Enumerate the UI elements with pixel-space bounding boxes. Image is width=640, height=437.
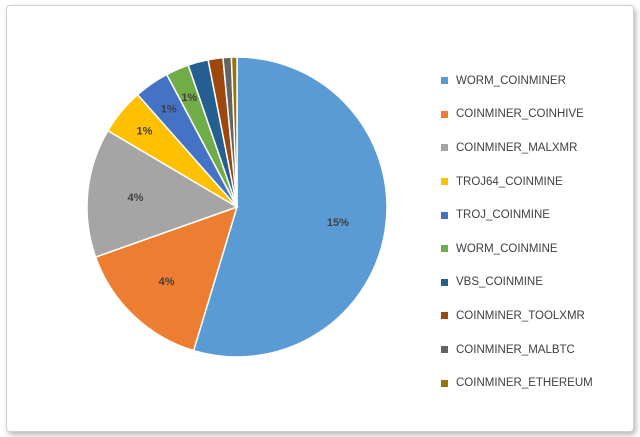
legend-swatch: [441, 346, 448, 354]
legend-item: VBS_COINMINE: [441, 266, 631, 300]
pie-slice-worm-coinminer: [192, 56, 388, 358]
legend-item: WORM_COINMINE: [441, 232, 631, 266]
pie-chart: 15% 4% 4% 1% 1% 1%: [86, 56, 388, 358]
legend-swatch: [441, 278, 448, 286]
slice-label-worm-coinminer: 15%: [327, 217, 349, 229]
legend-item: TROJ64_COINMINE: [441, 165, 631, 199]
legend-swatch: [441, 312, 448, 320]
pie-slice-coinminer-ethereum: [230, 56, 238, 208]
slice-label-troj64-coinmine: 1%: [137, 126, 153, 138]
slice-label-coinminer-coinhive: 4%: [159, 276, 175, 288]
legend-label: WORM_COINMINE: [456, 242, 558, 255]
legend: WORM_COINMINER COINMINER_COINHIVE COINMINE…: [441, 64, 631, 400]
legend-label: COINMINER_MALXMR: [456, 141, 578, 154]
legend-label: WORM_COINMINER: [456, 74, 566, 87]
chart-frame: 15% 4% 4% 1% 1% 1% WORM_COINMINER COINMINER_CO…: [6, 5, 634, 432]
slice-label-coinminer-malxmr: 4%: [128, 192, 144, 204]
legend-item: COINMINER_MALBTC: [441, 333, 631, 367]
legend-label: TROJ64_COINMINE: [456, 175, 563, 188]
legend-label: COINMINER_MALBTC: [456, 343, 575, 356]
legend-item: WORM_COINMINER: [441, 64, 631, 98]
legend-item: COINMINER_MALXMR: [441, 131, 631, 165]
legend-swatch: [441, 379, 448, 387]
slice-label-troj-coinmine: 1%: [161, 103, 177, 115]
legend-label: TROJ_COINMINE: [456, 209, 550, 222]
legend-item: COINMINER_COINHIVE: [441, 98, 631, 132]
legend-label: COINMINER_ETHEREUM: [456, 377, 593, 390]
pie-slice-coinminer-malxmr: [86, 129, 239, 259]
legend-swatch: [441, 110, 448, 118]
legend-item: COINMINER_TOOLXMR: [441, 299, 631, 333]
legend-item: TROJ_COINMINE: [441, 198, 631, 232]
legend-swatch: [441, 77, 448, 85]
legend-swatch: [441, 211, 448, 219]
slice-label-worm-coinmine: 1%: [181, 92, 197, 104]
pie-slice-coinminer-coinhive: [94, 205, 239, 352]
legend-label: VBS_COINMINE: [456, 276, 543, 289]
legend-label: COINMINER_COINHIVE: [456, 108, 584, 121]
legend-swatch: [441, 178, 448, 186]
legend-swatch: [441, 245, 448, 253]
legend-swatch: [441, 144, 448, 152]
legend-label: COINMINER_TOOLXMR: [456, 309, 585, 322]
legend-item: COINMINER_ETHEREUM: [441, 366, 631, 400]
